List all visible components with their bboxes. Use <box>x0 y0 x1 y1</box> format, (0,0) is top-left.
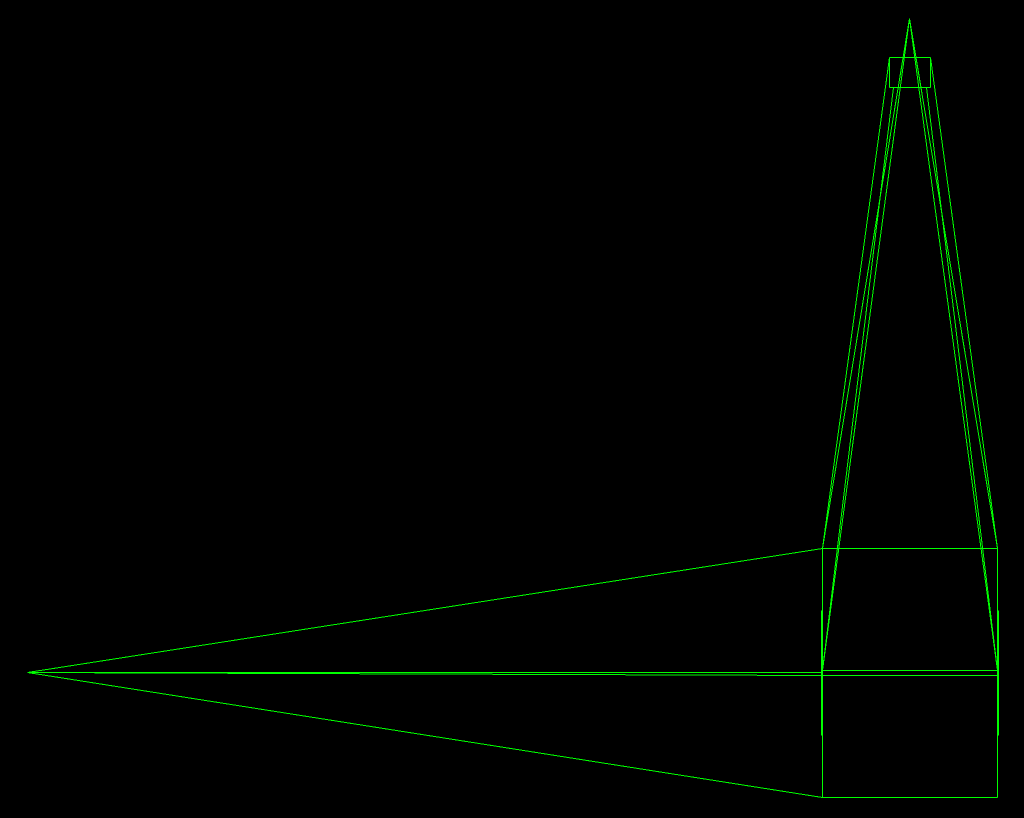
vertical-spire-edge-5 <box>822 57 890 549</box>
vertical-spire-edge-1 <box>822 18 910 549</box>
wireframe-edges <box>27 18 999 798</box>
vertical-spire-edge-2 <box>909 18 998 549</box>
vertical-spire-edge-6 <box>930 57 998 549</box>
vertical-spire <box>822 18 998 671</box>
base-block <box>821 548 999 798</box>
horizontal-spike-edge-1 <box>27 548 823 673</box>
horizontal-spike-edge-2 <box>27 672 823 798</box>
horizontal-spike-edge-4 <box>27 672 823 676</box>
horizontal-spike <box>27 548 823 798</box>
vertical-spire-edge-4 <box>909 18 998 671</box>
spire-cap <box>889 57 931 88</box>
vertical-spire-edge-8 <box>926 87 998 671</box>
vertical-spire-edge-7 <box>822 87 894 671</box>
vertical-spire-edge-3 <box>822 18 910 671</box>
